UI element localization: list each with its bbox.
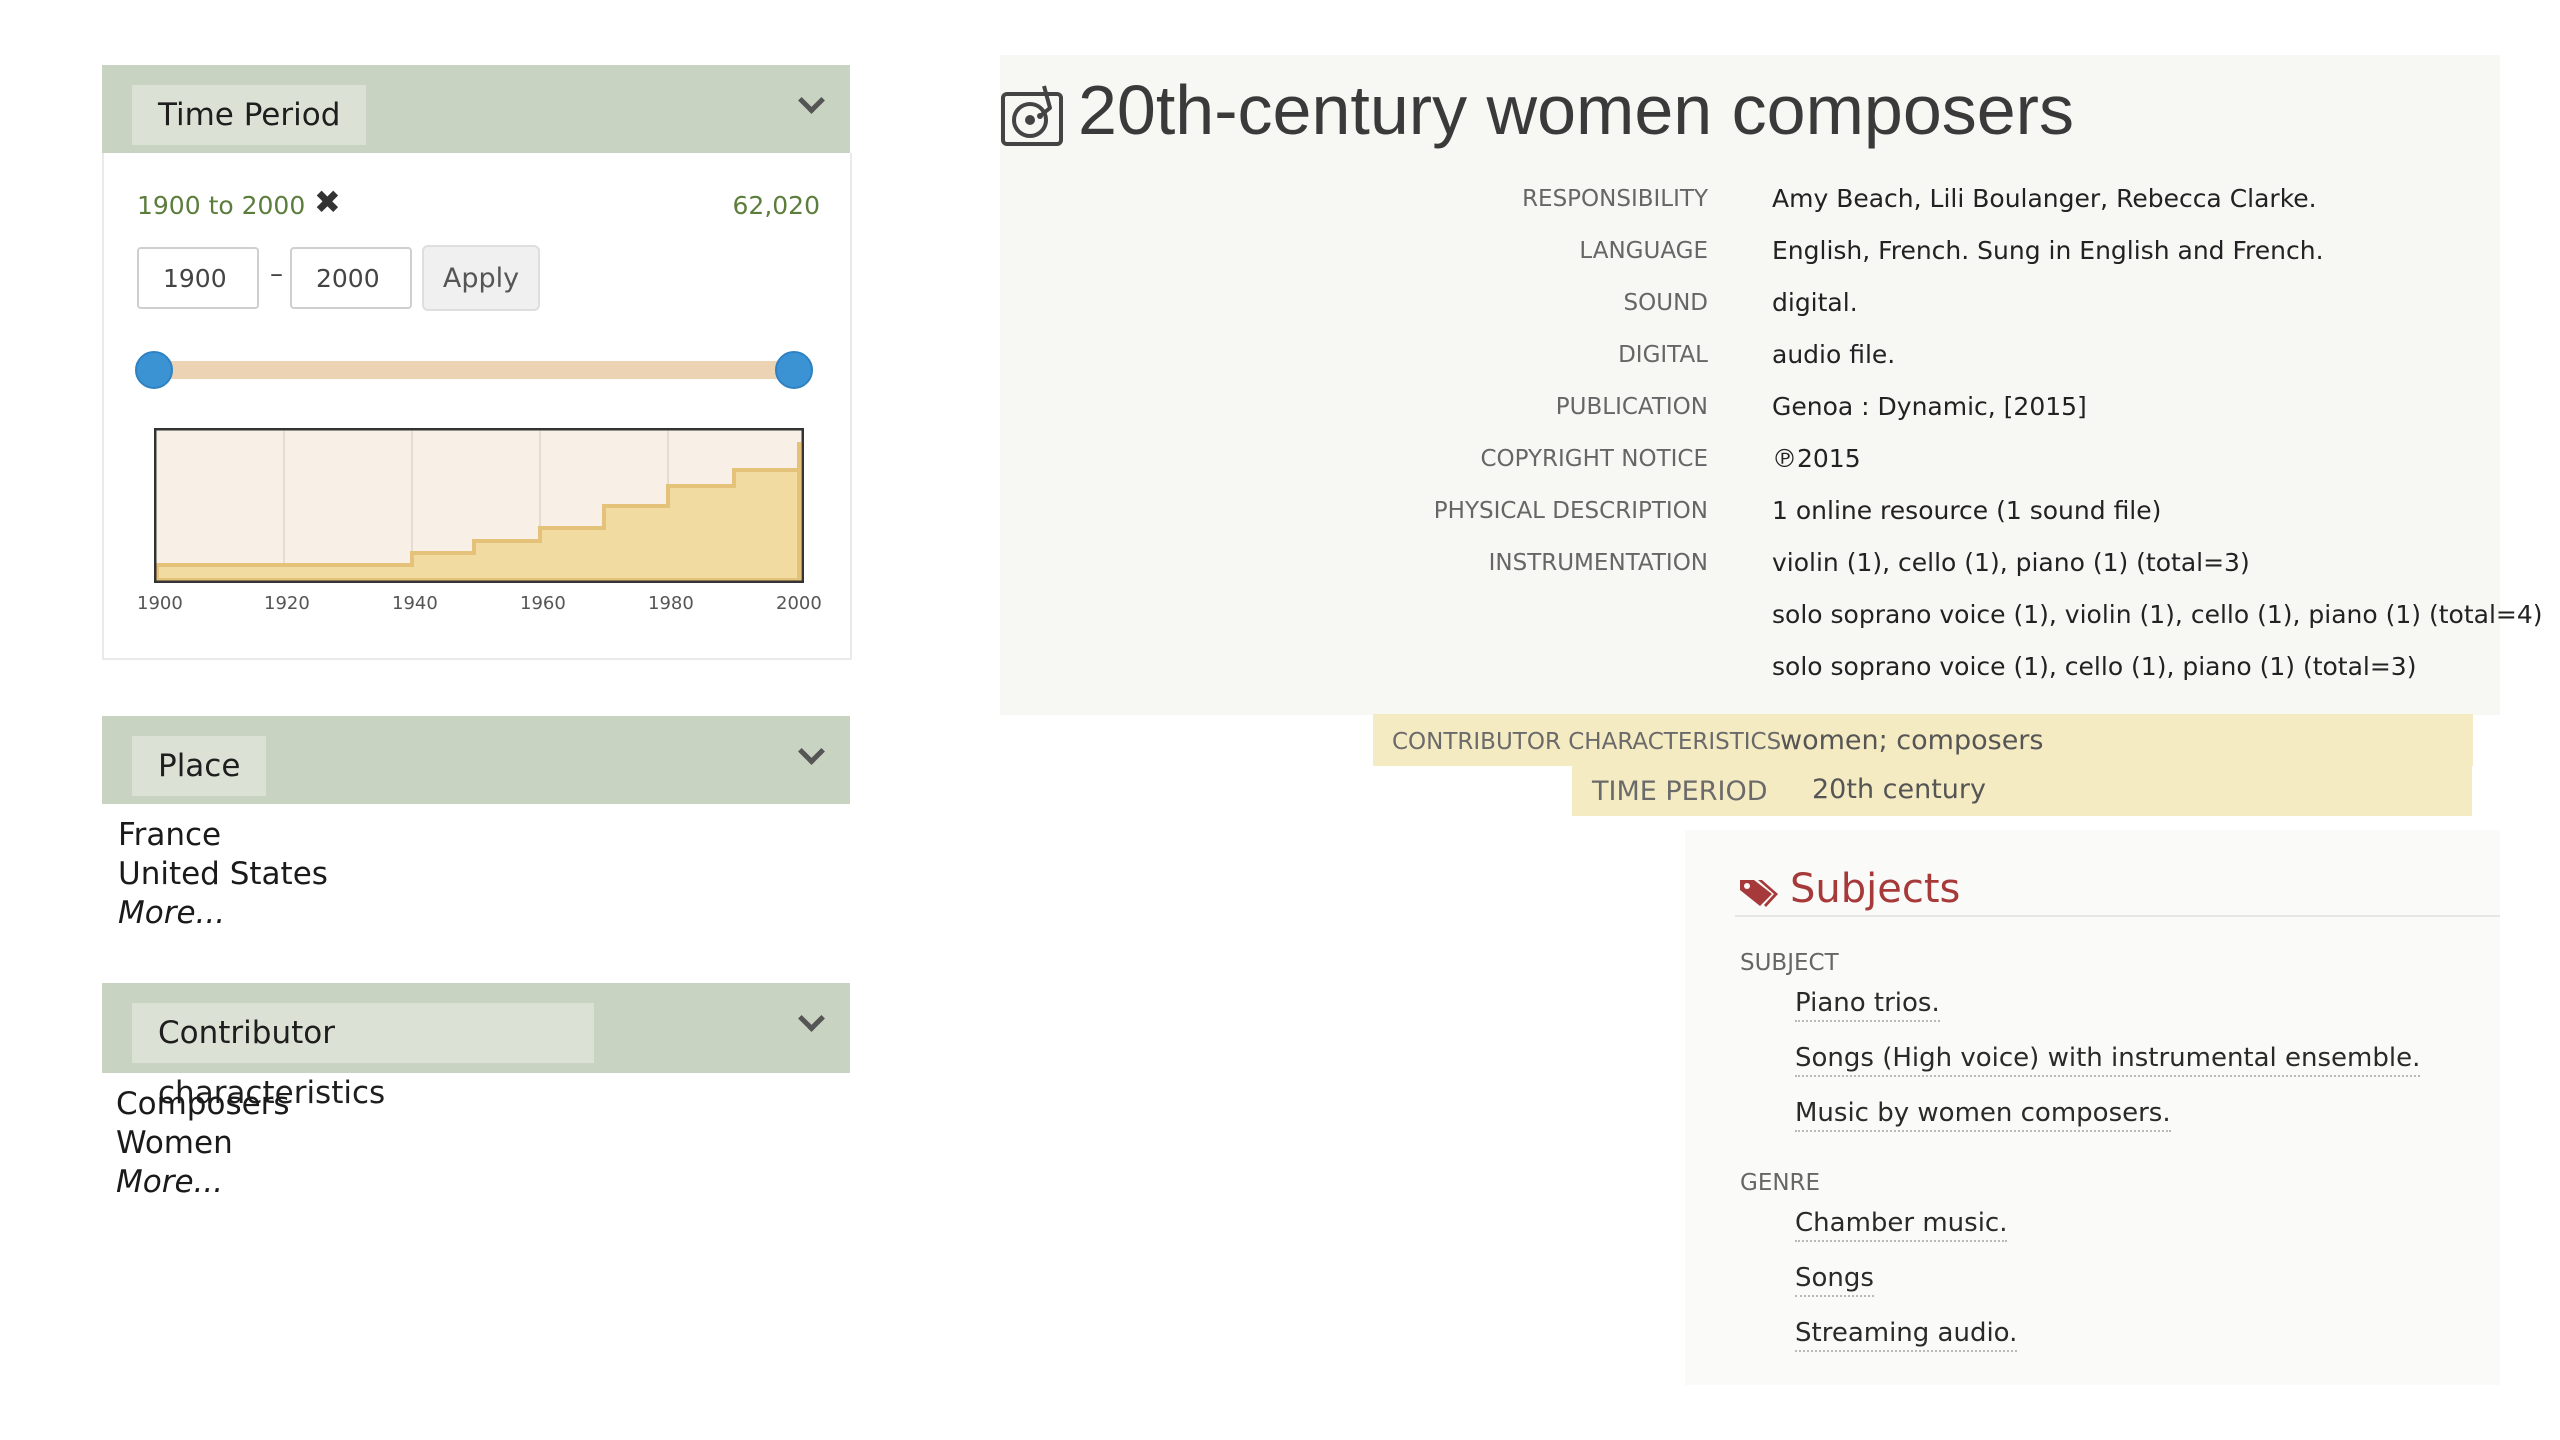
contributor-title: Contributor characteristics [132,1003,594,1111]
histogram-tick-label: 1920 [264,593,310,614]
apply-button[interactable]: Apply [422,245,540,311]
chevron-down-icon[interactable] [800,1009,820,1029]
range-from-input[interactable] [137,247,259,309]
field-label-sound: Sound [1623,290,1708,316]
field-value-physical-description: 1 online resource (1 sound file) [1772,496,2162,525]
subject-link[interactable]: Piano trios. [1795,988,1940,1022]
range-to-input[interactable] [290,247,412,309]
range-dash: – [270,259,283,289]
place-facet: Place France United States More... [102,716,850,931]
contributor-header[interactable]: Contributor characteristics [102,983,850,1111]
time-period-highlight [1572,766,2472,816]
highlight-contributor-value: women; composers [1780,725,2044,756]
place-item-france[interactable]: France [118,817,222,853]
subject-heading: Subject [1740,950,1839,976]
field-value-copyright: ℗2015 [1772,444,1861,473]
contributor-item-composers[interactable]: Composers [116,1086,290,1122]
contributor-list: Composers Women More... [116,1085,290,1202]
selected-range: 1900 to 2000 [137,191,306,220]
chevron-down-icon[interactable] [800,742,820,762]
field-label-publication: Publication [1555,394,1708,420]
place-item-united-states[interactable]: United States [118,856,328,892]
contributor-more-link[interactable]: More... [116,1164,224,1200]
place-list: France United States More... [118,816,328,933]
record-detail [1000,55,2500,715]
genre-link[interactable]: Streaming audio. [1795,1318,2018,1352]
time-period-header[interactable]: Time Period [102,65,850,153]
subjects-divider [1735,915,2500,917]
histogram-tick-label: 1900 [137,593,183,614]
field-value-publication: Genoa : Dynamic, [2015] [1772,392,2087,421]
genre-link[interactable]: Chamber music. [1795,1208,2008,1242]
field-label-digital: Digital [1618,342,1708,368]
contributor-facet: Contributor characteristics Composers Wo… [102,983,850,1200]
highlight-contributor-label: Contributor characteristics [1392,729,1782,755]
genre-heading: Genre [1740,1170,1821,1196]
field-label-responsibility: Responsibility [1522,186,1708,212]
field-value-instrumentation-3: solo soprano voice (1), cello (1), piano… [1772,652,2417,681]
place-title: Place [132,736,267,796]
sound-recording-icon [1001,85,1063,146]
field-label-physical-description: Physical description [1433,498,1708,524]
field-label-copyright: Copyright notice [1480,446,1708,472]
field-value-sound: digital. [1772,288,1858,317]
field-value-digital: audio file. [1772,340,1896,369]
time-histogram [154,428,804,583]
range-slider-track[interactable] [154,361,794,379]
time-period-facet: Time Period [102,65,850,153]
field-value-language: English, French. Sung in English and Fre… [1772,236,2324,265]
remove-range-icon[interactable]: ✖ [314,183,341,221]
place-header[interactable]: Place [102,716,850,804]
subject-link[interactable]: Songs (High voice) with instrumental ens… [1795,1043,2421,1077]
highlight-time-period-label: Time period [1592,776,1768,807]
record-title: 20th-century women composers [1078,71,2074,149]
range-count: 62,020 [732,191,820,220]
histogram-tick-label: 1980 [648,593,694,614]
histogram-tick-label: 1940 [392,593,438,614]
subjects-title: Subjects [1790,866,1961,912]
chevron-down-icon[interactable] [800,91,820,111]
field-label-instrumentation: Instrumentation [1488,550,1708,576]
subjects-panel [1685,830,2500,1385]
field-value-instrumentation-1: violin (1), cello (1), piano (1) (total=… [1772,548,2250,577]
place-more-link[interactable]: More... [118,895,226,931]
highlight-time-period-value: 20th century [1812,774,1986,805]
contributor-characteristics-highlight [1373,714,2473,766]
time-period-body: 1900 to 2000 ✖ 62,020 – Apply 1900 1920 … [102,153,852,660]
field-value-responsibility: Amy Beach, Lili Boulanger, Rebecca Clark… [1772,184,2317,213]
field-label-language: Language [1579,238,1708,264]
histogram-tick-label: 1960 [520,593,566,614]
subject-link[interactable]: Music by women composers. [1795,1098,2171,1132]
genre-link[interactable]: Songs [1795,1263,1874,1297]
histogram-tick-label: 2000 [776,593,822,614]
range-slider-min-handle[interactable] [135,351,173,389]
range-slider-max-handle[interactable] [775,351,813,389]
time-period-title: Time Period [132,85,367,145]
contributor-item-women[interactable]: Women [116,1125,233,1161]
field-value-instrumentation-2: solo soprano voice (1), violin (1), cell… [1772,600,2543,629]
tag-icon [1740,880,1778,907]
